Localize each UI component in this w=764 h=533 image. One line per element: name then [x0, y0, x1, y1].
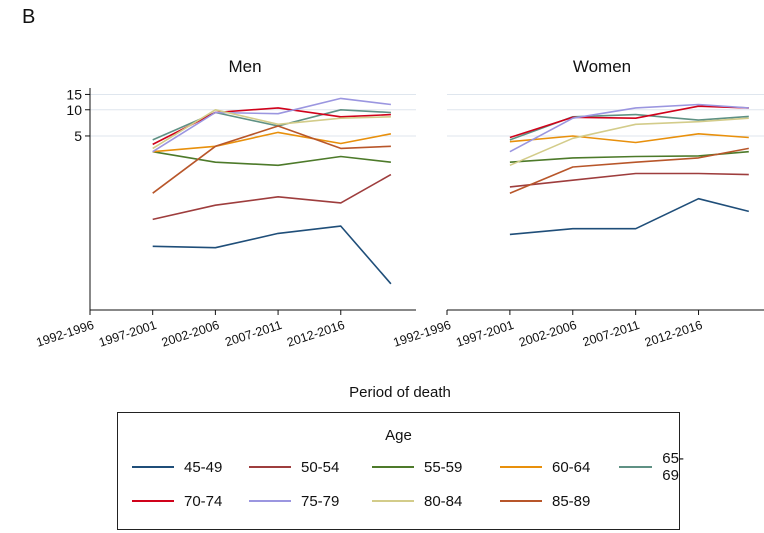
women-x-tick-label: 2002-2006 — [517, 318, 578, 350]
legend-title: Age — [385, 427, 412, 444]
legend-swatch — [500, 500, 542, 502]
legend: Age 45-49 50-54 55-59 60-64 65-69 70-74 75-79 8… — [117, 412, 684, 530]
x-axis-label: Period of death — [349, 384, 451, 401]
legend-item: 60-64 — [500, 457, 590, 477]
legend-label: 65-69 — [662, 450, 684, 484]
women-panel-title: Women — [573, 57, 631, 76]
legend-label: 85-89 — [552, 492, 591, 510]
men-x-tick-label: 2012-2016 — [285, 318, 346, 350]
legend-swatch — [372, 500, 414, 502]
y-tick-label: 10 — [66, 102, 82, 118]
legend-item: 75-79 — [249, 491, 339, 511]
women-series-60-64 — [509, 133, 749, 144]
legend-swatch — [249, 466, 291, 468]
legend-swatch — [372, 466, 414, 468]
legend-label: 45-49 — [184, 458, 223, 476]
men-x-tick-label: 1992-1996 — [34, 318, 95, 350]
women-series-70-74 — [509, 105, 749, 139]
men-series-80-84 — [152, 109, 391, 150]
women-series-75-79 — [509, 103, 749, 153]
men-series-85-89 — [152, 125, 391, 194]
legend-item: 55-59 — [372, 457, 462, 477]
women-x-tick-label: 1992-1996 — [391, 318, 452, 350]
women-x-tick-label: 1997-2001 — [454, 318, 515, 350]
men-series-50-54 — [152, 173, 392, 221]
men-series-60-64 — [152, 131, 392, 153]
legend-label: 60-64 — [552, 458, 591, 476]
men-x-tick-label: 2007-2011 — [223, 318, 283, 350]
y-tick-label: 15 — [66, 86, 82, 102]
women-series-45-49 — [509, 197, 749, 236]
legend-label: 80-84 — [424, 492, 463, 510]
women-series-80-84 — [509, 117, 749, 167]
legend-item: 45-49 — [132, 457, 222, 477]
women-series-55-59 — [509, 150, 749, 163]
men-x-tick-label: 2002-2006 — [160, 318, 221, 350]
legend-label: 70-74 — [184, 492, 223, 510]
men-series-45-49 — [152, 225, 392, 285]
panel-label: B — [22, 6, 36, 28]
legend-item: 65-69 — [619, 450, 693, 484]
legend-item: 85-89 — [500, 491, 590, 511]
legend-item: 80-84 — [372, 491, 462, 511]
legend-swatch — [132, 466, 174, 468]
y-tick-label: 5 — [74, 128, 82, 144]
women-series-85-89 — [509, 147, 749, 194]
legend-swatch — [500, 466, 542, 468]
women-x-tick-label: 2007-2011 — [581, 318, 641, 350]
men-panel-title: Men — [228, 57, 261, 76]
legend-label: 75-79 — [301, 492, 340, 510]
women-x-tick-label: 2012-2016 — [643, 318, 704, 350]
men-series-55-59 — [152, 150, 391, 167]
legend-label: 50-54 — [301, 458, 340, 476]
legend-swatch — [619, 466, 653, 468]
men-x-tick-label: 1997-2001 — [97, 318, 158, 350]
legend-label: 55-59 — [424, 458, 463, 476]
legend-swatch — [249, 500, 291, 502]
legend-item: 50-54 — [249, 457, 339, 477]
men-series-75-79 — [152, 97, 391, 153]
women-series-50-54 — [509, 172, 749, 188]
legend-swatch — [132, 500, 174, 502]
legend-item: 70-74 — [132, 491, 222, 511]
